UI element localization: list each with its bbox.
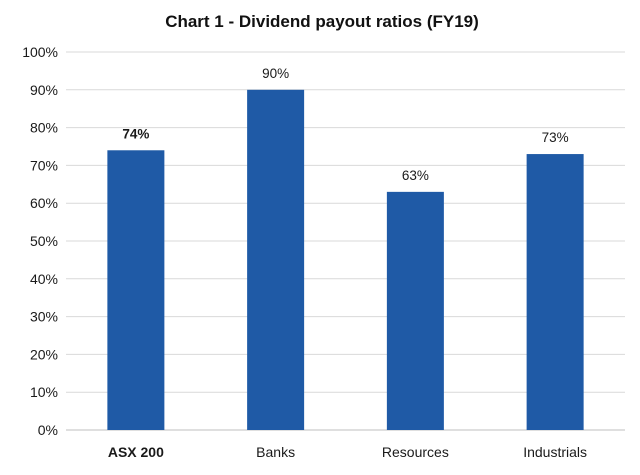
bar <box>526 154 584 430</box>
y-tick-label: 60% <box>30 195 58 211</box>
y-tick-label: 20% <box>30 346 58 362</box>
data-label: 73% <box>542 130 569 145</box>
bar <box>386 191 444 430</box>
y-tick-label: 50% <box>30 233 58 249</box>
bar <box>107 150 165 430</box>
category-label: Industrials <box>523 444 587 460</box>
bars <box>107 89 584 431</box>
data-labels: 74% 90% 63% 73% <box>122 66 568 183</box>
category-label: ASX 200 <box>108 444 164 460</box>
y-tick-label: 80% <box>30 120 58 136</box>
y-tick-label: 70% <box>30 157 58 173</box>
data-label: 74% <box>122 126 149 141</box>
data-label: 63% <box>402 168 429 183</box>
bar <box>247 89 305 431</box>
y-tick-label: 10% <box>30 384 58 400</box>
y-tick-label: 90% <box>30 82 58 98</box>
y-tick-label: 40% <box>30 271 58 287</box>
y-tick-label: 100% <box>22 44 58 60</box>
y-tick-label: 0% <box>38 422 58 438</box>
y-tick-label: 30% <box>30 309 58 325</box>
category-label: Banks <box>256 444 295 460</box>
chart-title: Chart 1 - Dividend payout ratios (FY19) <box>165 12 479 31</box>
data-label: 90% <box>262 66 289 81</box>
y-axis-ticks: 0% 10% 20% 30% 40% 50% 60% 70% 80% 90% 100% <box>22 44 58 438</box>
x-axis-categories: ASX 200 Banks Resources Industrials <box>108 444 587 460</box>
category-label: Resources <box>382 444 449 460</box>
